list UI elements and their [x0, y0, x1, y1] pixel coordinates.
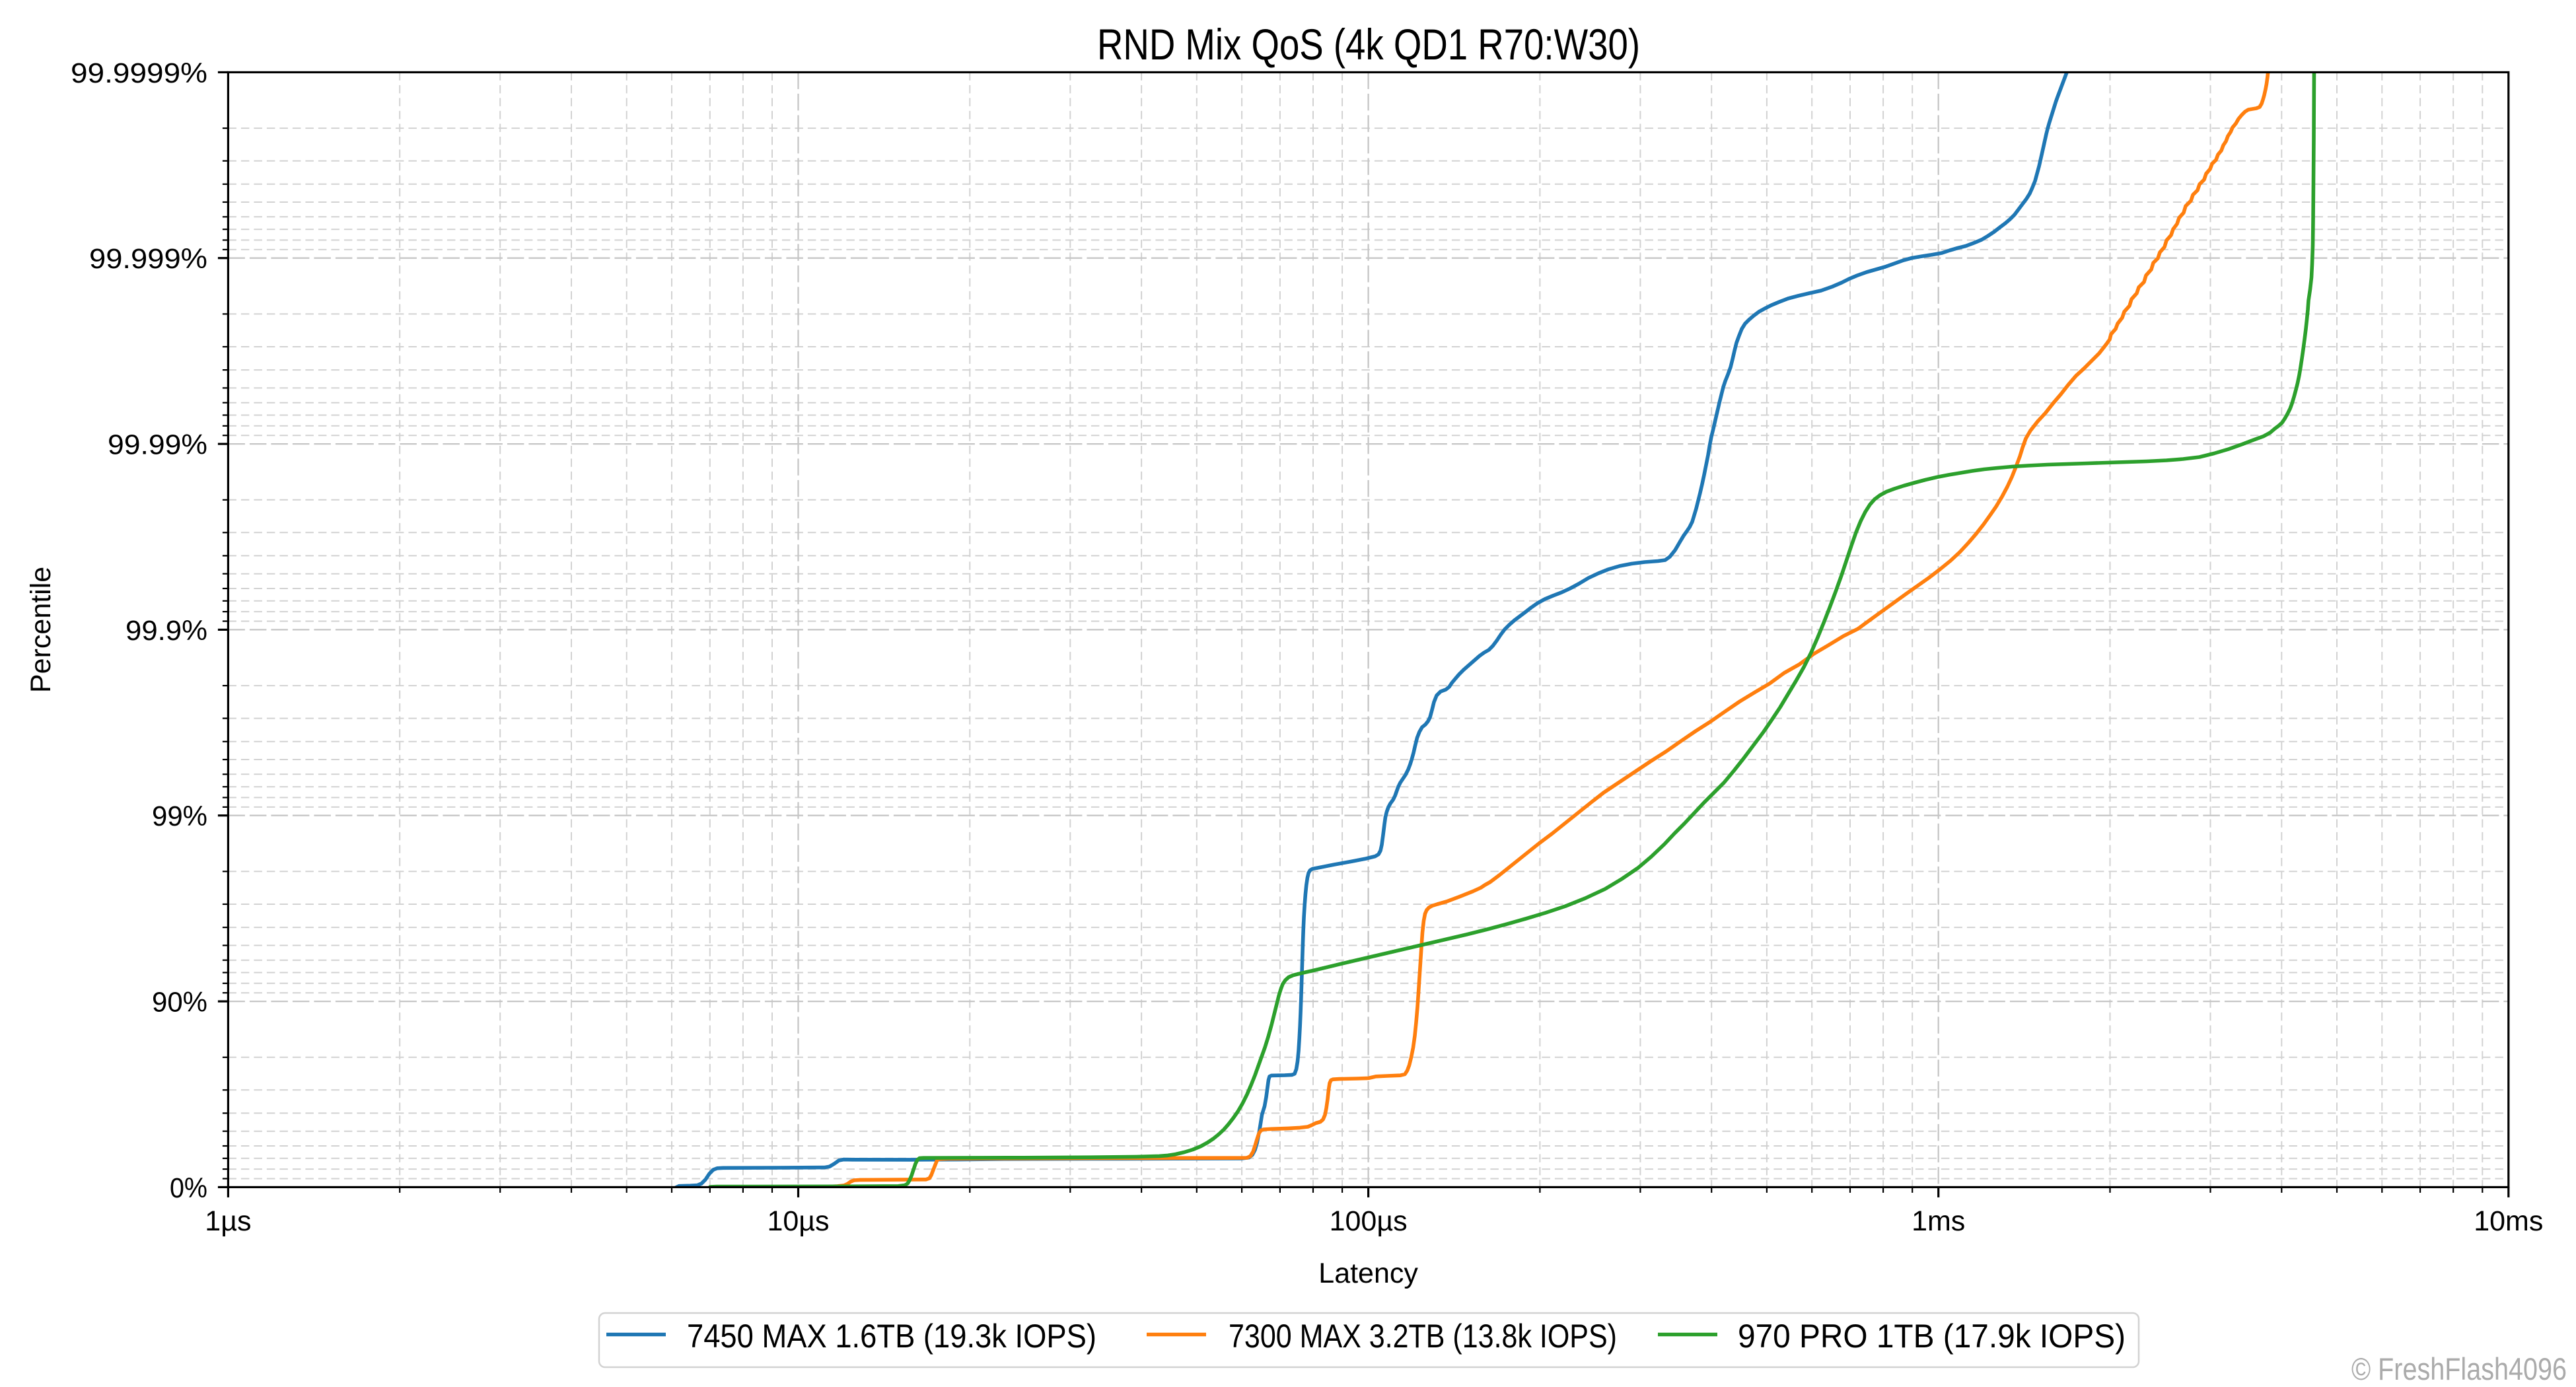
svg-text:99.99%: 99.99% [108, 429, 207, 461]
svg-text:10ms: 10ms [2474, 1205, 2543, 1237]
svg-text:Percentile: Percentile [25, 567, 57, 693]
svg-text:10µs: 10µs [767, 1205, 829, 1237]
svg-text:90%: 90% [152, 987, 207, 1018]
svg-text:7450 MAX 1.6TB (19.3k IOPS): 7450 MAX 1.6TB (19.3k IOPS) [687, 1318, 1096, 1355]
svg-text:RND Mix QoS (4k QD1 R70:W30): RND Mix QoS (4k QD1 R70:W30) [1097, 20, 1640, 69]
svg-text:© FreshFlash4096: © FreshFlash4096 [2351, 1351, 2567, 1386]
svg-text:1ms: 1ms [1912, 1205, 1965, 1237]
svg-text:1µs: 1µs [205, 1205, 251, 1237]
svg-text:99%: 99% [152, 800, 207, 832]
svg-text:99.999%: 99.999% [89, 243, 207, 275]
svg-text:99.9999%: 99.9999% [71, 57, 207, 89]
svg-text:100µs: 100µs [1330, 1205, 1408, 1237]
svg-text:99.9%: 99.9% [125, 615, 207, 647]
svg-text:7300 MAX 3.2TB (13.8k IOPS): 7300 MAX 3.2TB (13.8k IOPS) [1229, 1318, 1617, 1355]
svg-text:970 PRO 1TB (17.9k IOPS): 970 PRO 1TB (17.9k IOPS) [1738, 1318, 2126, 1355]
svg-text:Latency: Latency [1318, 1258, 1418, 1289]
svg-text:0%: 0% [170, 1172, 207, 1204]
